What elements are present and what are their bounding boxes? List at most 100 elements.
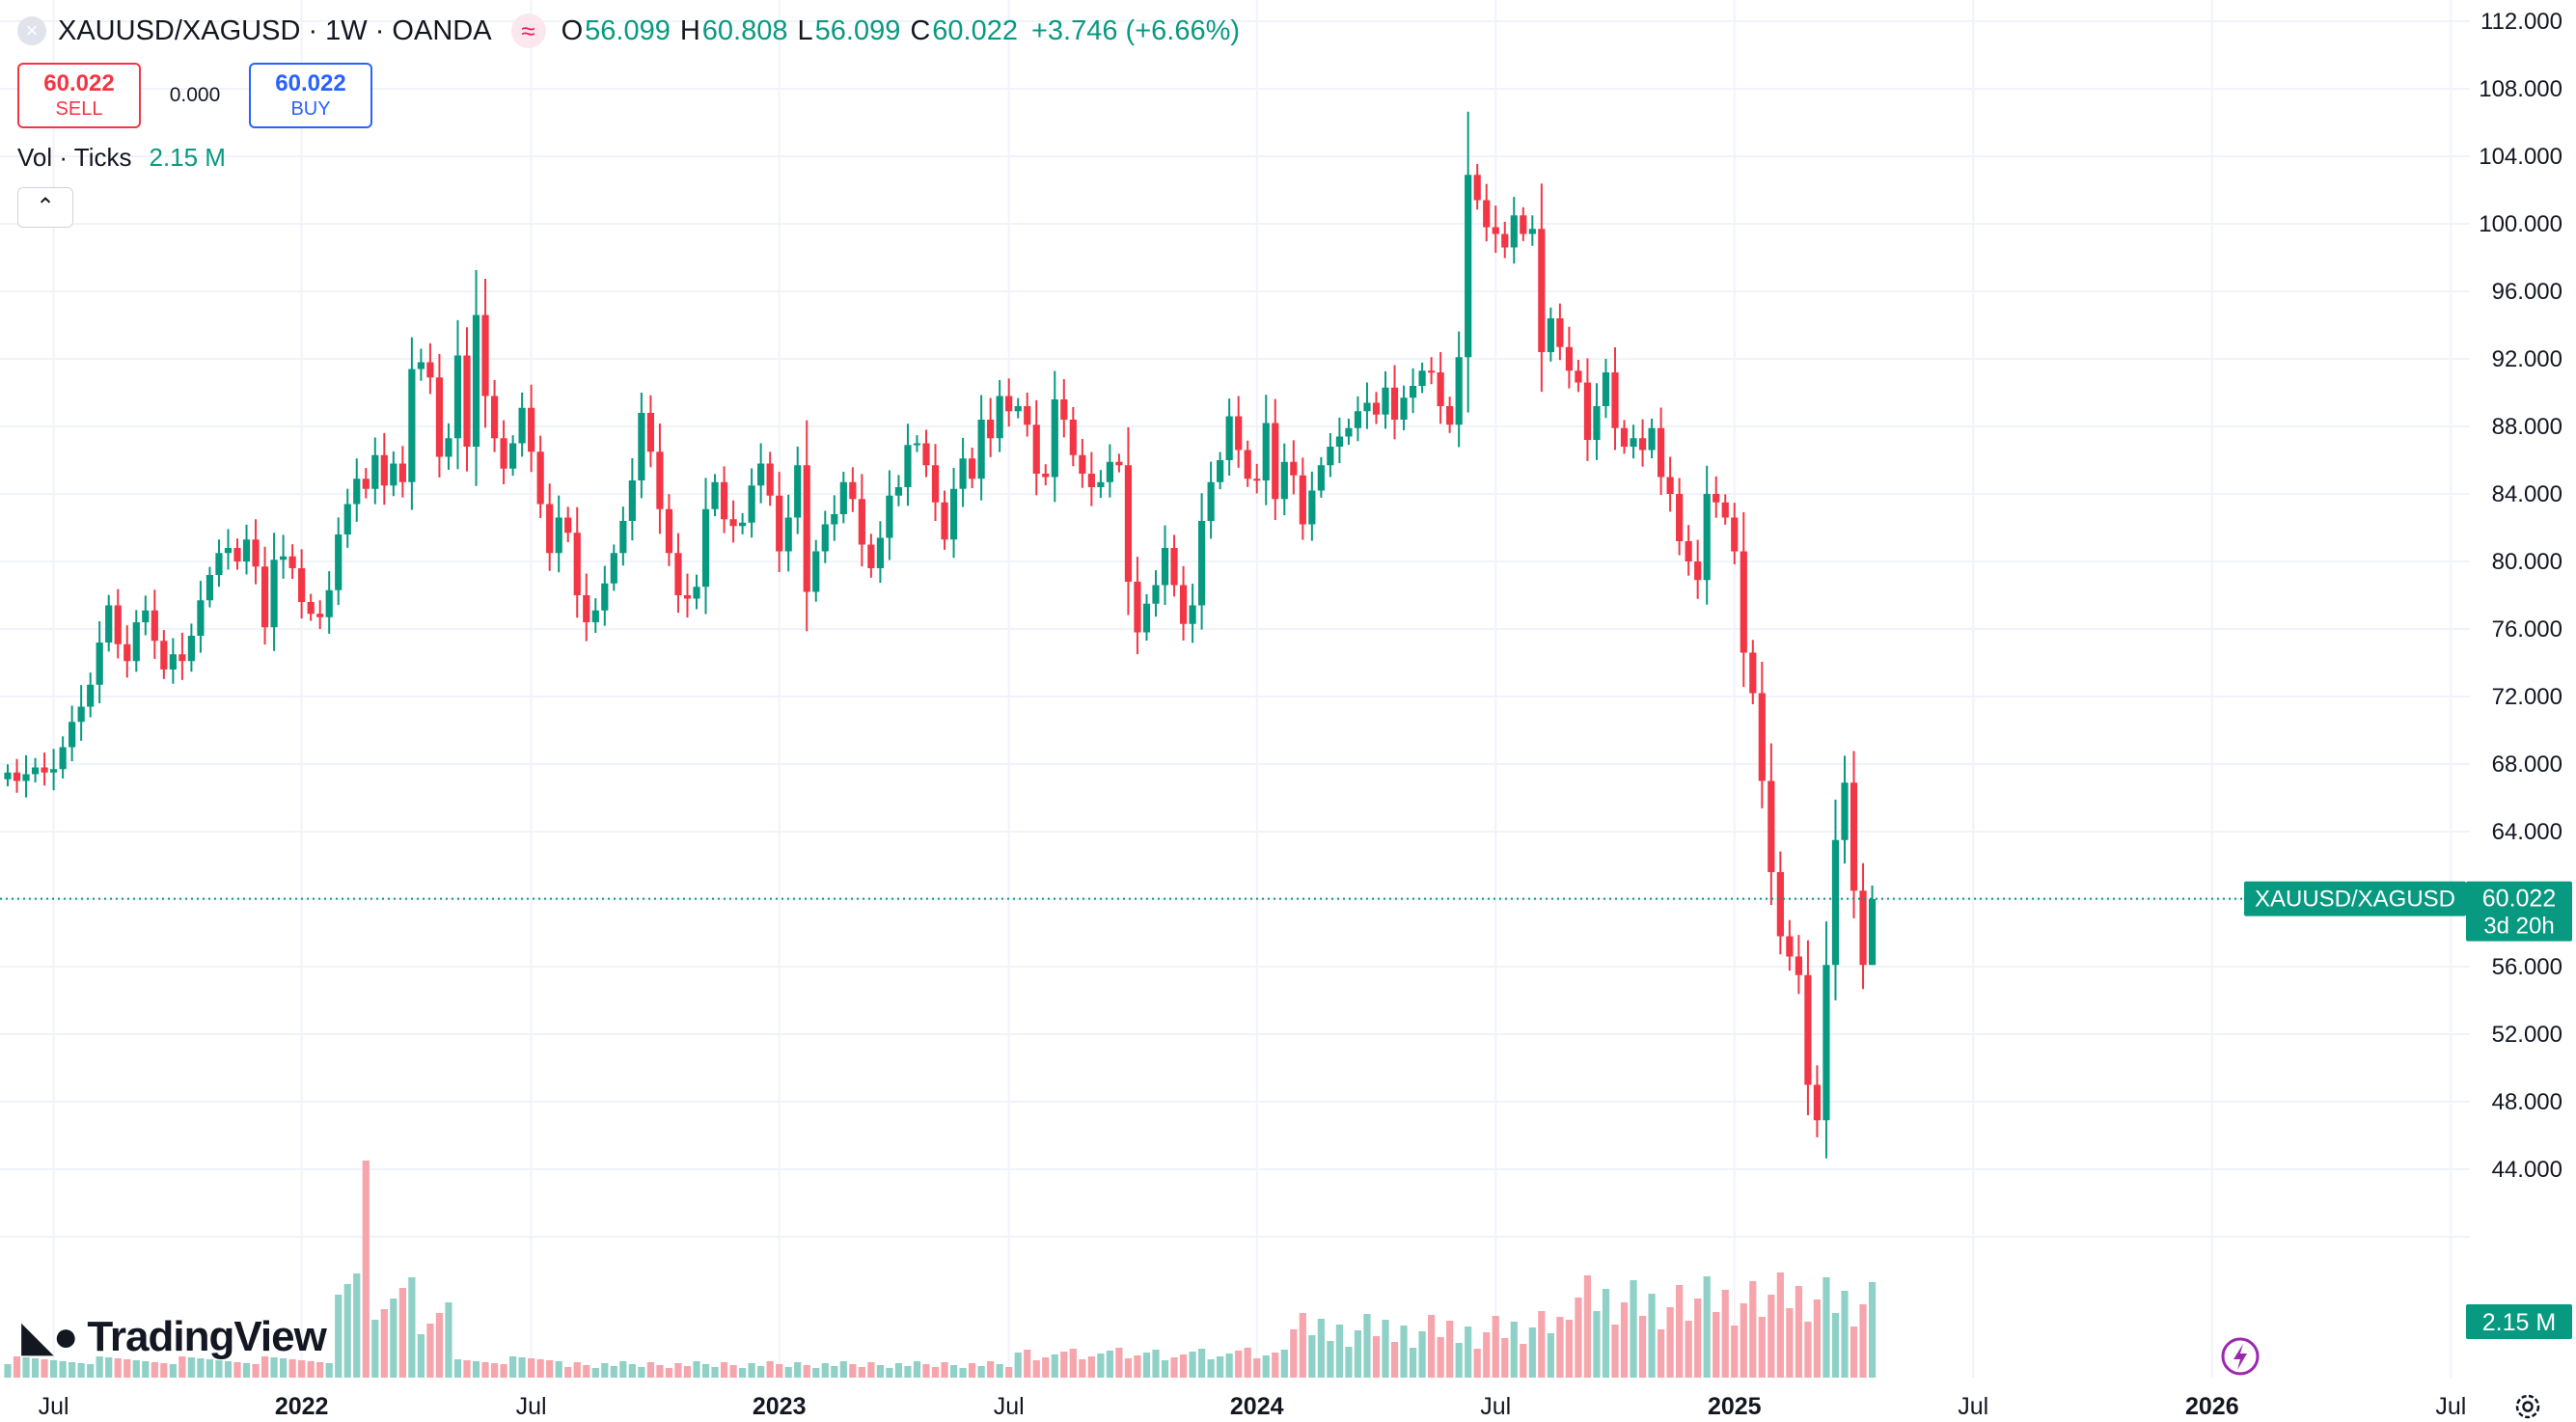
volume-bar xyxy=(748,1363,755,1378)
candle-body xyxy=(1032,424,1040,474)
candle-body xyxy=(1042,474,1050,478)
candle-body xyxy=(959,458,967,489)
volume-tag: 2.15 M xyxy=(2466,1304,2572,1339)
candle-body xyxy=(445,438,452,457)
candle-body xyxy=(390,463,397,486)
volume-bar xyxy=(1611,1325,1619,1378)
time-tick-label: Jul xyxy=(1958,1393,1988,1420)
volume-bar xyxy=(426,1324,434,1378)
volume-bar xyxy=(1547,1333,1554,1378)
candle-body xyxy=(1079,454,1086,474)
volume-bar xyxy=(87,1364,95,1378)
candle-body xyxy=(628,480,636,521)
volume-bar xyxy=(776,1364,783,1378)
candle-body xyxy=(1244,450,1251,479)
candle-body xyxy=(1465,175,1472,358)
volume-bar xyxy=(1097,1354,1105,1378)
volume-bar xyxy=(867,1362,875,1378)
symbol-title[interactable]: XAUUSD/XAGUSD · 1W · OANDA xyxy=(58,14,492,46)
low-label: L xyxy=(797,14,813,46)
candle-body xyxy=(1207,481,1215,521)
candle-body xyxy=(1547,318,1554,352)
buy-button[interactable]: 60.022 BUY xyxy=(249,63,372,128)
candle-body xyxy=(509,443,517,469)
volume-legend[interactable]: Vol · Ticks 2.15 M xyxy=(17,143,226,173)
volume-bar xyxy=(638,1367,645,1378)
tradingview-logo[interactable]: ◣● TradingView xyxy=(21,1312,327,1361)
volume-bar xyxy=(941,1362,948,1378)
chevron-up-icon[interactable]: ⌃ xyxy=(17,187,73,228)
candle-body xyxy=(858,499,865,545)
candle-body xyxy=(1831,839,1840,966)
time-tick-label: Jul xyxy=(1480,1393,1511,1420)
close-value: 60.022 xyxy=(932,14,1018,46)
volume-bar xyxy=(1400,1326,1408,1378)
volume-bar xyxy=(1290,1329,1298,1378)
volume-bar xyxy=(1437,1337,1444,1378)
alert-flash-icon[interactable] xyxy=(2221,1337,2260,1376)
volume-bar xyxy=(242,1363,251,1378)
candle-body xyxy=(96,643,103,685)
candle-body xyxy=(656,451,664,509)
candle-body xyxy=(1795,956,1802,975)
candle-body xyxy=(1390,387,1399,420)
volume-bar xyxy=(536,1359,544,1378)
candle-body xyxy=(1501,233,1509,248)
candle-body xyxy=(1575,370,1582,383)
volume-bar xyxy=(59,1361,67,1378)
candle-body xyxy=(1372,402,1381,415)
candle-body xyxy=(1446,406,1454,425)
volume-bar xyxy=(114,1358,122,1378)
sell-button[interactable]: 60.022 SELL xyxy=(17,63,141,128)
open-label: O xyxy=(561,14,584,46)
volume-bar xyxy=(500,1364,507,1378)
candle-body xyxy=(1418,370,1426,386)
volume-bar xyxy=(610,1366,617,1378)
volume-bar xyxy=(1124,1358,1133,1378)
volume-bar xyxy=(1465,1326,1472,1378)
candle-body xyxy=(1473,175,1481,201)
volume-bar xyxy=(1142,1353,1151,1378)
spread-value: 0.000 xyxy=(169,84,221,106)
volume-bar xyxy=(977,1366,985,1378)
price-tick-label: 72.000 xyxy=(2492,684,2562,710)
volume-bar xyxy=(693,1361,700,1378)
close-icon[interactable]: × xyxy=(17,16,46,45)
volume-bar xyxy=(1483,1332,1491,1378)
volume-bar xyxy=(1666,1307,1674,1378)
candle-body xyxy=(151,610,158,642)
volume-bar xyxy=(931,1367,940,1378)
candle-body xyxy=(1142,603,1151,633)
price-axis[interactable]: 112.000 108.000 104.000 100.000 96.000 92.000… xyxy=(2479,9,2562,1183)
volume-bar xyxy=(996,1364,1003,1378)
volume-bar xyxy=(1620,1302,1629,1378)
volume-bar xyxy=(160,1363,168,1378)
volume-bar xyxy=(4,1364,12,1378)
candle-body xyxy=(1327,447,1334,466)
settings-gear-icon[interactable] xyxy=(2515,1394,2540,1419)
candle-body xyxy=(1749,652,1757,694)
time-tick-label: 2022 xyxy=(275,1393,329,1420)
candle-body xyxy=(481,314,489,397)
approx-icon[interactable]: ≈ xyxy=(510,14,546,48)
candle-body xyxy=(693,587,700,599)
candle-body xyxy=(922,443,930,466)
volume-bar xyxy=(1583,1275,1592,1378)
volume-bar xyxy=(41,1359,48,1378)
candle-body xyxy=(123,643,131,662)
close-label: C xyxy=(910,14,931,46)
time-axis[interactable]: Jul 2022 Jul 2023 Jul 2024 Jul 2025 Jul 2026 Jul xyxy=(39,1393,2467,1420)
price-tick-label: 52.000 xyxy=(2492,1022,2562,1048)
volume-bar xyxy=(1198,1349,1206,1378)
volume-bar xyxy=(123,1359,131,1378)
candle-body xyxy=(50,769,58,773)
candle-body xyxy=(178,654,186,662)
candle-body xyxy=(362,479,370,489)
volume-bar xyxy=(206,1359,214,1378)
candle-body xyxy=(1731,517,1739,552)
price-tick-label: 96.000 xyxy=(2492,279,2562,305)
candle-body xyxy=(1345,427,1353,437)
volume-bar xyxy=(1207,1359,1215,1378)
volume-bar xyxy=(1179,1354,1188,1378)
